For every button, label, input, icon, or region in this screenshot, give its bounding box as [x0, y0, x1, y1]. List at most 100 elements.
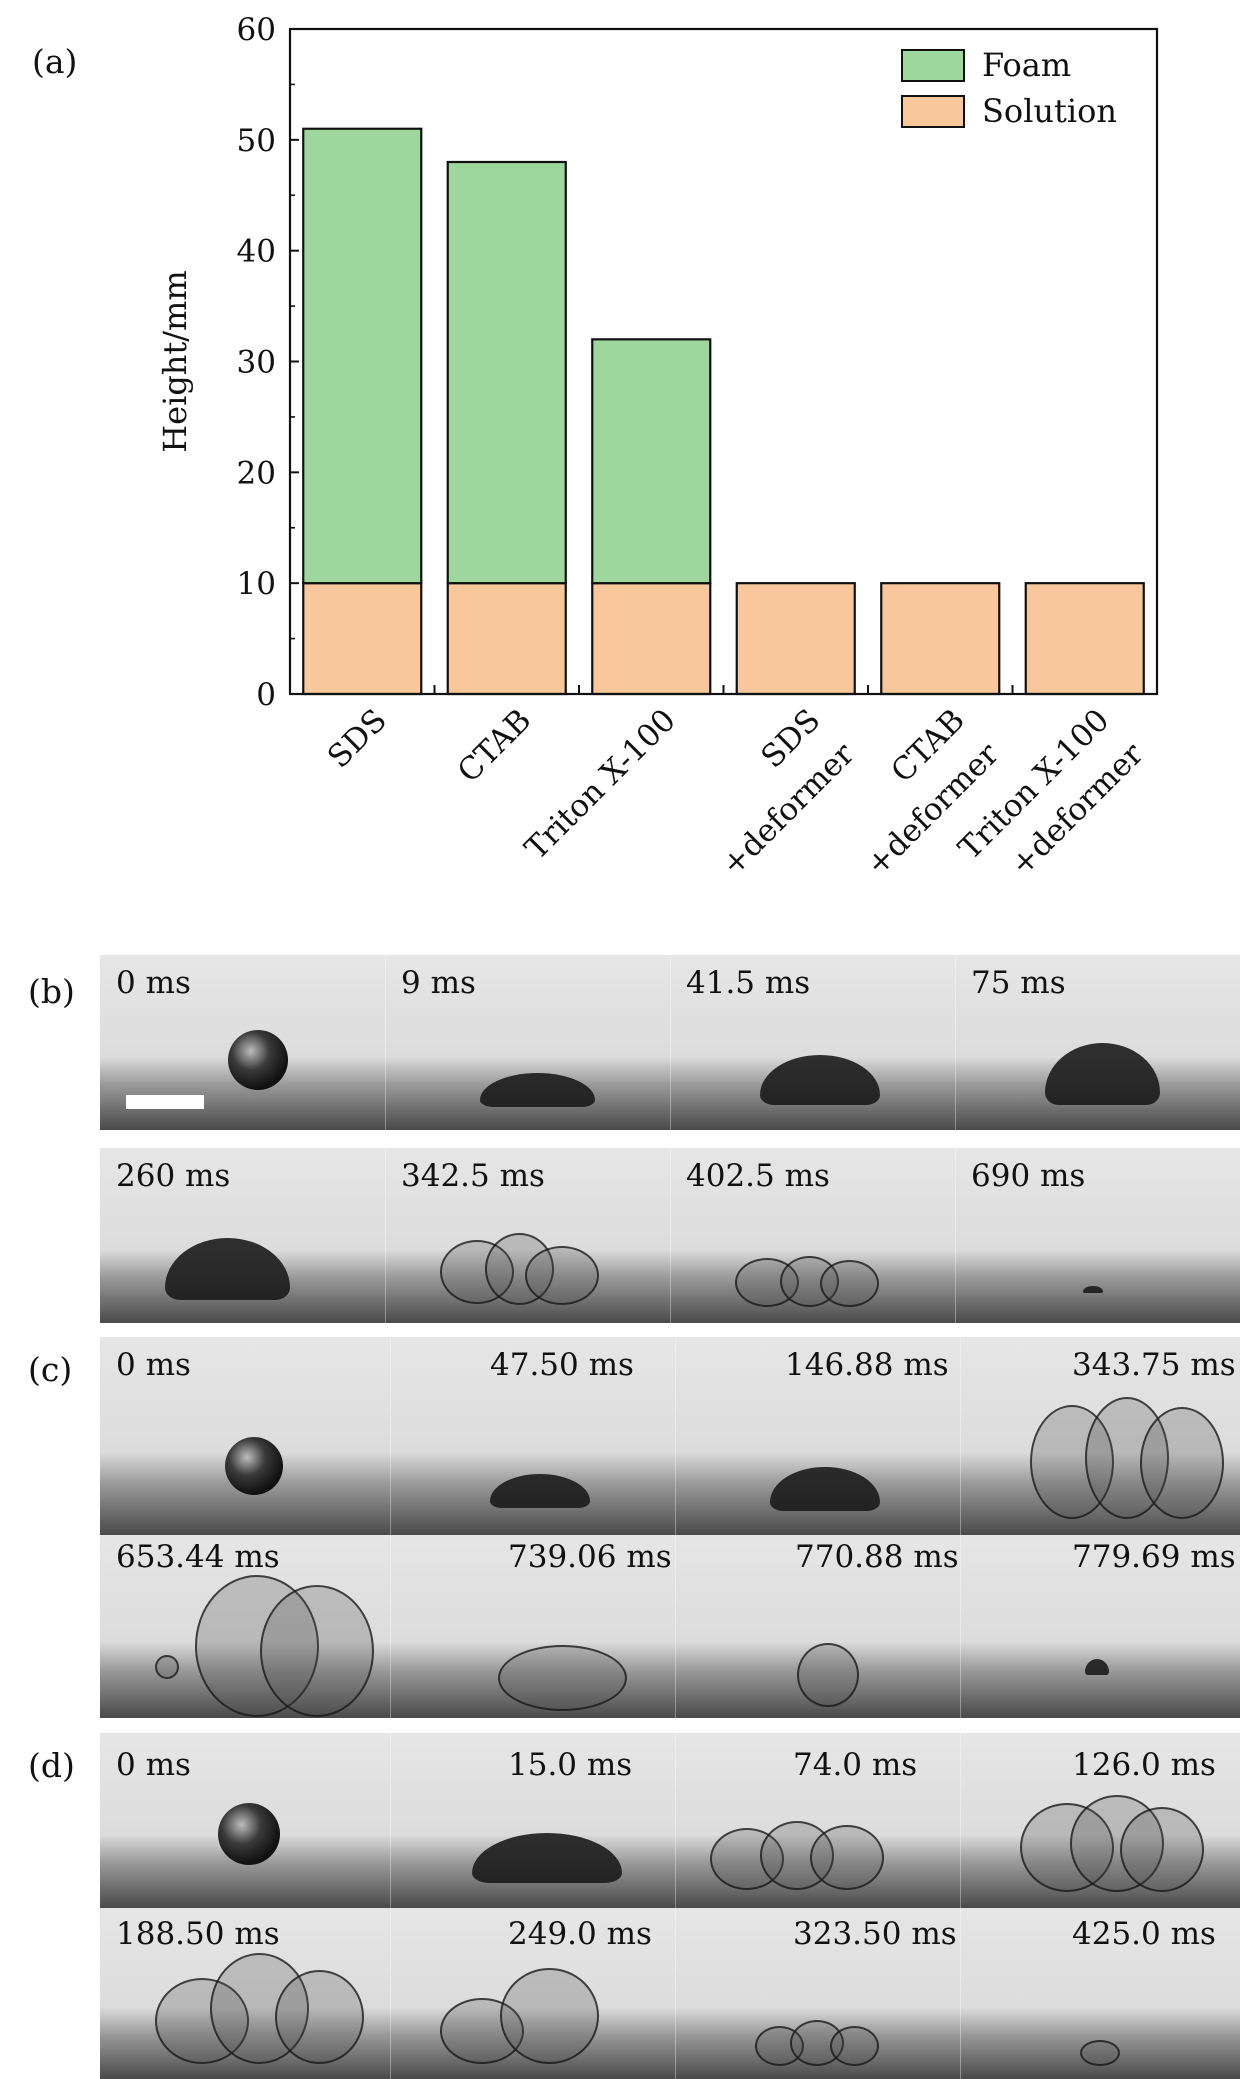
frame: 41.5 ms	[670, 955, 956, 1130]
frame-time: 0 ms	[116, 965, 191, 1001]
bubble	[1120, 1807, 1204, 1892]
frame: 249.0 ms	[390, 1908, 676, 2079]
frame-time: 0 ms	[116, 1347, 191, 1383]
foam-blob	[1085, 1659, 1109, 1675]
x-tick-label: Triton X-100	[518, 702, 683, 867]
frame: 739.06 ms	[390, 1535, 676, 1718]
frame: 74.0 ms	[675, 1733, 961, 1908]
frame: 779.69 ms	[960, 1535, 1240, 1718]
bubble	[275, 1970, 364, 2064]
frame: 402.5 ms	[670, 1148, 956, 1323]
legend-label: Solution	[982, 92, 1117, 130]
panel-c-row-1: 0 ms 47.50 ms 146.88 ms 343.75 ms	[100, 1337, 1240, 1535]
bubble	[1080, 2040, 1120, 2066]
frame: 770.88 ms	[675, 1535, 961, 1718]
bar-solution	[591, 582, 712, 696]
foam-blob	[472, 1833, 622, 1883]
bar-solution	[302, 582, 423, 696]
panel-d-row-2: 188.50 ms 249.0 ms 323.50 ms 425.0 ms	[100, 1908, 1240, 2079]
foam-blob	[1045, 1043, 1160, 1105]
droplet	[218, 1803, 280, 1865]
panel-label-b: (b)	[28, 972, 75, 1011]
bubble	[820, 1260, 879, 1307]
bar-solution	[1024, 582, 1145, 696]
y-tick-label: 30	[237, 345, 276, 381]
bar-solution	[735, 582, 856, 696]
panel-label-c: (c)	[28, 1350, 73, 1389]
panel-label-a: (a)	[32, 42, 78, 81]
scale-bar	[126, 1095, 204, 1109]
bubble	[525, 1246, 599, 1305]
frame: 342.5 ms	[385, 1148, 671, 1323]
foam-blob	[770, 1467, 880, 1511]
frame-time: 126.0 ms	[1072, 1747, 1216, 1783]
bar-foam	[446, 160, 567, 585]
frame-time: 260 ms	[116, 1158, 231, 1194]
frame-time: 9 ms	[401, 965, 476, 1001]
bubble	[498, 1645, 627, 1711]
frame-time: 690 ms	[971, 1158, 1086, 1194]
frame: 47.50 ms	[390, 1337, 676, 1535]
panel-b-row-2: 260 ms 342.5 ms 402.5 ms 690 ms	[100, 1148, 1240, 1323]
frame: 343.75 ms	[960, 1337, 1240, 1535]
frame-time: 0 ms	[116, 1747, 191, 1783]
bar-solution	[446, 582, 567, 696]
frame-time: 739.06 ms	[508, 1539, 672, 1575]
bubble	[155, 1655, 179, 1679]
foam-blob	[165, 1238, 290, 1300]
frame-time: 188.50 ms	[116, 1916, 280, 1952]
frame-time: 47.50 ms	[490, 1347, 634, 1383]
panel-c-row-2: 653.44 ms 739.06 ms 770.88 ms 779.69 ms	[100, 1535, 1240, 1718]
frame-time: 342.5 ms	[401, 1158, 545, 1194]
frame: 0 ms	[100, 955, 386, 1130]
x-tick-label: SDS	[321, 702, 394, 775]
bubble	[500, 1968, 599, 2064]
y-tick-label: 40	[237, 234, 276, 270]
droplet	[225, 1437, 283, 1495]
frame: 0 ms	[100, 1733, 391, 1908]
frame-time: 402.5 ms	[686, 1158, 830, 1194]
frame: 653.44 ms	[100, 1535, 391, 1718]
foam-blob	[480, 1073, 595, 1107]
frame-time: 770.88 ms	[795, 1539, 959, 1575]
bubble	[260, 1585, 374, 1717]
legend-swatch	[901, 95, 965, 128]
y-tick-label: 20	[237, 455, 276, 491]
frame: 75 ms	[955, 955, 1240, 1130]
y-tick-label: 0	[256, 677, 276, 713]
legend-swatch	[901, 49, 965, 82]
y-axis-label: Height/mm	[156, 270, 194, 453]
frame: 126.0 ms	[960, 1733, 1240, 1908]
bubble	[810, 1825, 884, 1890]
frame: 188.50 ms	[100, 1908, 391, 2079]
frame-time: 249.0 ms	[508, 1916, 652, 1952]
frame-time: 74.0 ms	[793, 1747, 918, 1783]
frame: 9 ms	[385, 955, 671, 1130]
bar-foam	[302, 127, 423, 585]
frame: 690 ms	[955, 1148, 1240, 1323]
foam-blob	[760, 1055, 880, 1105]
foam-blob	[490, 1474, 590, 1508]
frame: 0 ms	[100, 1337, 391, 1535]
bubble	[797, 1643, 859, 1707]
y-tick-label: 50	[237, 123, 276, 159]
frame-time: 425.0 ms	[1072, 1916, 1216, 1952]
frame: 146.88 ms	[675, 1337, 961, 1535]
bubble	[830, 2026, 879, 2066]
frame: 425.0 ms	[960, 1908, 1240, 2079]
x-tick-label: CTAB	[451, 702, 539, 790]
y-tick-label: 10	[237, 566, 276, 602]
panel-label-d: (d)	[28, 1746, 75, 1785]
frame-time: 15.0 ms	[508, 1747, 633, 1783]
bubble	[1140, 1407, 1224, 1519]
droplet	[228, 1030, 288, 1090]
y-tick-label: 60	[237, 12, 276, 48]
panel-d-row-1: 0 ms 15.0 ms 74.0 ms 126.0 ms	[100, 1733, 1240, 1908]
frame-time: 323.50 ms	[793, 1916, 957, 1952]
frame-time: 779.69 ms	[1072, 1539, 1236, 1575]
frame-time: 41.5 ms	[686, 965, 811, 1001]
frame: 15.0 ms	[390, 1733, 676, 1908]
frame: 260 ms	[100, 1148, 386, 1323]
frame-time: 653.44 ms	[116, 1539, 280, 1575]
